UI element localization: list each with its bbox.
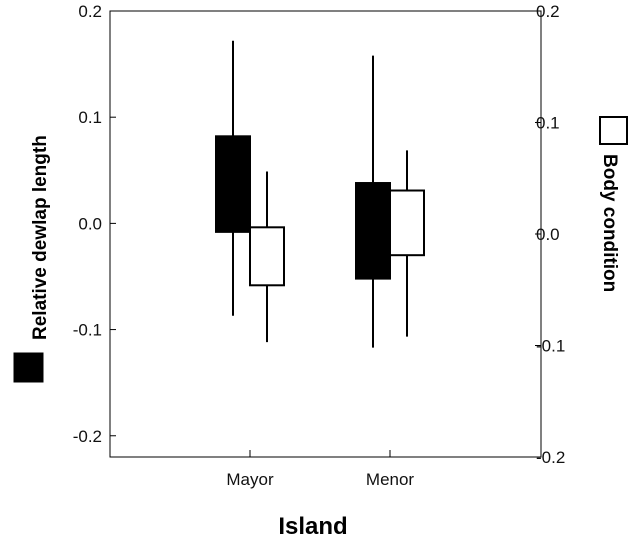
plot-area (215, 40, 425, 348)
left-axis-title-group: Relative dewlap length (13, 135, 51, 383)
x-axis-title: Island (278, 513, 347, 539)
plot-frame (109, 10, 542, 458)
right-legend-swatch (599, 116, 628, 145)
right-axis-tick-label: -0.2 (536, 448, 565, 467)
right-axis-tick-label: 0.0 (536, 225, 560, 244)
right-axis-title: Body condition (599, 154, 620, 292)
left-axis-title: Relative dewlap length (30, 135, 51, 340)
box-rect (249, 226, 285, 287)
right-axis-tick-label: 0.2 (536, 2, 560, 21)
left-axis-tick-label: -0.2 (73, 427, 102, 446)
right-axis-tick-label: -0.1 (536, 337, 565, 356)
right-axis-tick-label: 0.1 (536, 114, 560, 133)
x-axis-category-label: Mayor (226, 470, 274, 489)
left-axis-tick-label: 0.2 (78, 2, 102, 21)
x-axis-category-label: Menor (366, 470, 415, 489)
box-rect (355, 182, 391, 280)
left-axis-tick-label: 0.0 (78, 214, 102, 233)
box-rect (215, 135, 251, 233)
left-axis: 0.2 0.1 0.0 -0.1 -0.2 (73, 2, 116, 446)
right-axis-title-group: Body condition (599, 116, 628, 292)
x-axis: Mayor Menor (226, 450, 414, 489)
right-axis: 0.2 0.1 0.0 -0.1 -0.2 (535, 2, 565, 467)
left-axis-tick-label: -0.1 (73, 321, 102, 340)
left-legend-swatch (13, 352, 44, 383)
box-rect (389, 189, 425, 257)
left-axis-tick-label: 0.1 (78, 108, 102, 127)
